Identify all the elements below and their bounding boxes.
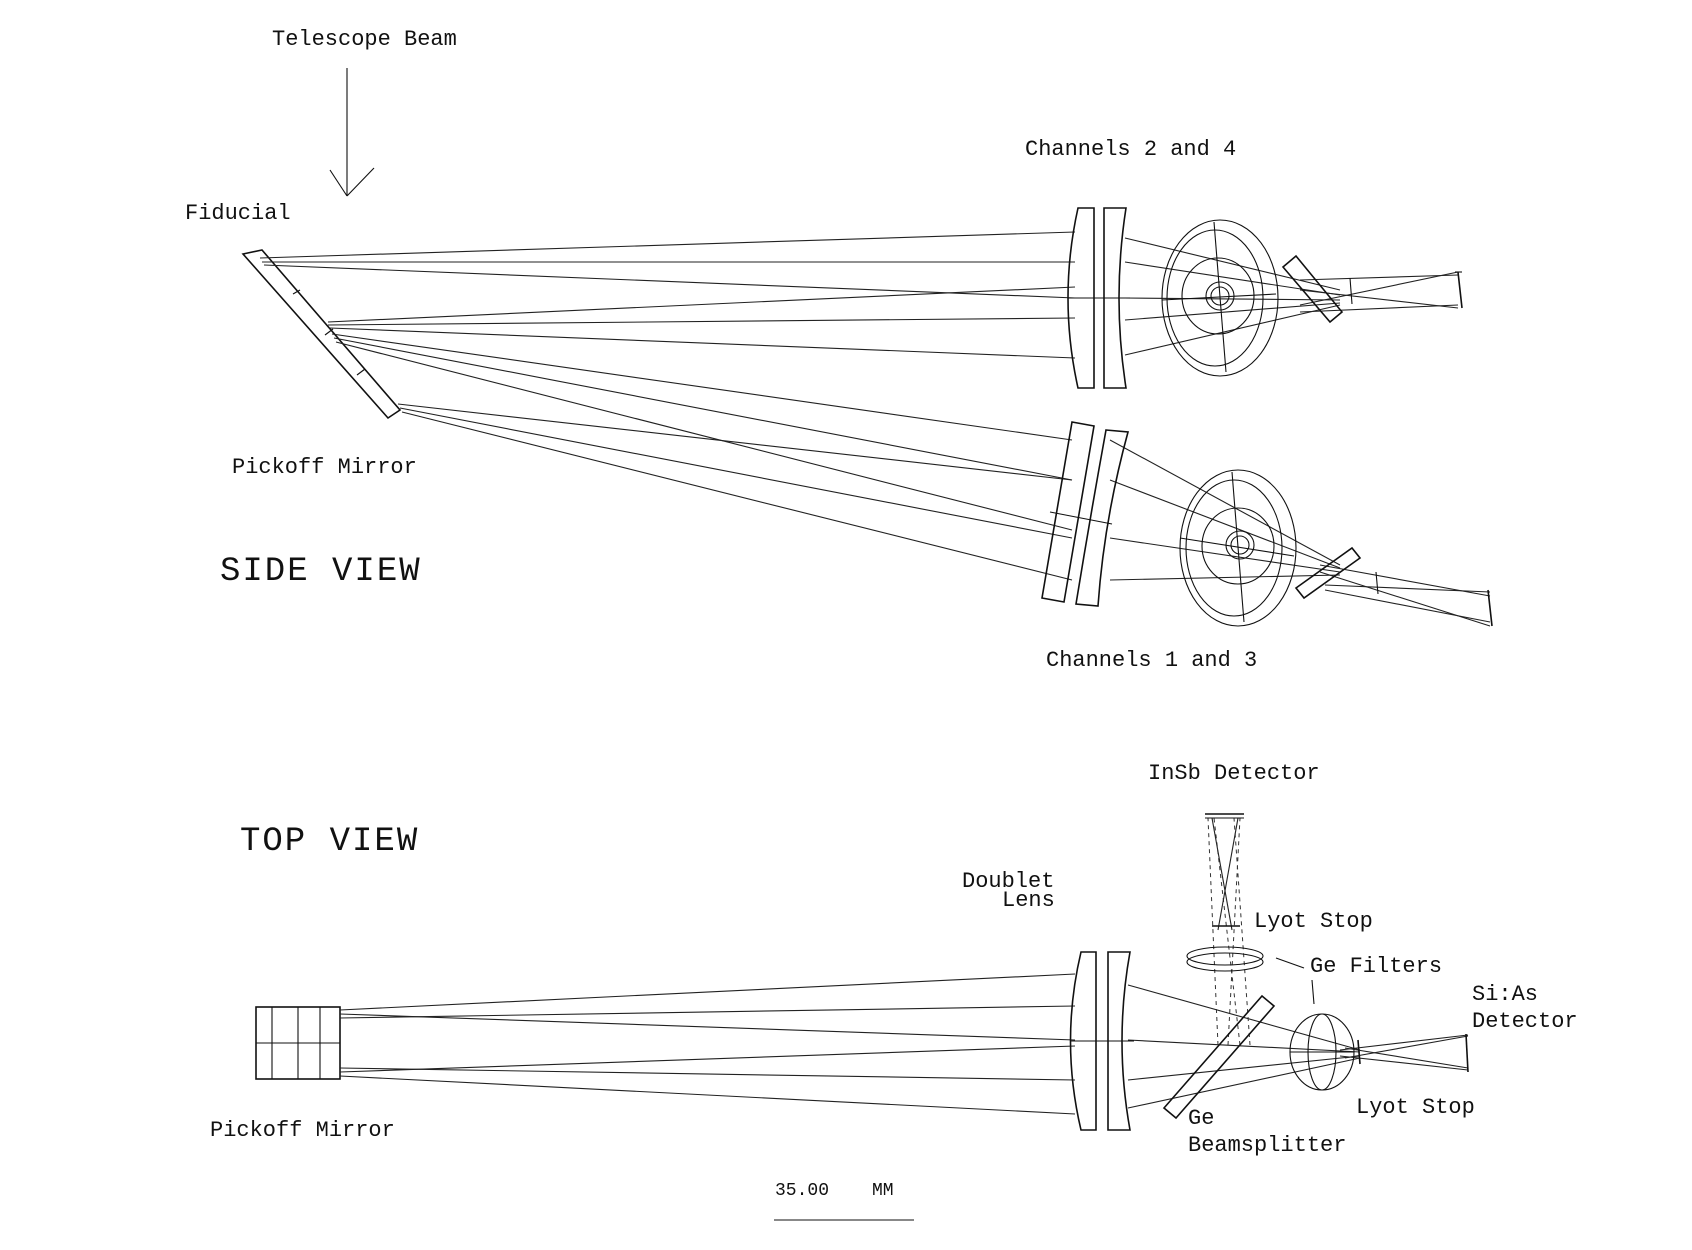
top-view-label: TOP VIEW: [240, 823, 419, 861]
upper-doublet-lens: [1067, 207, 1130, 389]
ge-label: Ge: [1188, 1106, 1214, 1131]
side-view: Telescope Beam Fiducial Channels 2 and 4…: [185, 27, 1493, 673]
top-doublet-lens: [1069, 951, 1134, 1131]
telescope-beam-label: Telescope Beam: [272, 27, 457, 52]
ge-filters-label: Ge Filters: [1310, 954, 1442, 979]
lyot-stop-bottom-label: Lyot Stop: [1356, 1095, 1475, 1120]
upper-beamsplitter: [1281, 254, 1353, 324]
field-lens: [1289, 1013, 1355, 1091]
upper-filter-assembly: [1161, 219, 1279, 377]
ge-filters: [1186, 946, 1305, 972]
lower-beamsplitter: [1294, 546, 1379, 600]
si-as-label-line2: Detector: [1472, 1009, 1578, 1034]
scale-bar: 35.00 MM: [774, 1181, 914, 1221]
lower-detector: [1487, 589, 1493, 627]
scale-value: 35.00: [775, 1181, 829, 1201]
top-view: InSb Detector TOP VIEW Doublet Lens Lyot…: [210, 761, 1578, 1158]
pickoff-mirror-top-label: Pickoff Mirror: [210, 1118, 395, 1143]
top-view-rays: [339, 973, 1469, 1115]
doublet-lens-label-line1: Doublet: [962, 869, 1054, 894]
telescope-beam-arrow: [329, 68, 375, 197]
lower-channel-rays: [331, 333, 1491, 627]
si-as-detector: [1465, 1033, 1469, 1073]
fiducial-label: Fiducial: [185, 201, 291, 226]
lyot-stop-top-label: Lyot Stop: [1254, 909, 1373, 934]
pickoff-mirror-side-label: Pickoff Mirror: [232, 455, 417, 480]
doublet-lens-label-line2: Lens: [1002, 888, 1055, 913]
insb-detector: [1205, 813, 1244, 819]
upper-channel-rays: [259, 231, 1459, 359]
si-as-label-line1: Si:As: [1472, 982, 1538, 1007]
pickoff-mirror-side: [241, 249, 402, 420]
beamsplitter-label: Beamsplitter: [1188, 1133, 1346, 1158]
pickoff-mirror-top: [255, 1006, 341, 1080]
channels-2-4-label: Channels 2 and 4: [1025, 137, 1236, 162]
lyot-stop-bottom: [1357, 1039, 1361, 1065]
scale-unit: MM: [872, 1181, 894, 1201]
upper-detector: [1455, 271, 1463, 309]
lower-filter-assembly: [1179, 469, 1297, 627]
channels-1-3-label: Channels 1 and 3: [1046, 648, 1257, 673]
insb-reflected-rays: [1207, 817, 1251, 1046]
lower-doublet-lens: [1041, 421, 1130, 607]
side-view-label: SIDE VIEW: [220, 553, 422, 591]
ge-beamsplitter: [1162, 979, 1315, 1120]
insb-detector-label: InSb Detector: [1148, 761, 1320, 786]
